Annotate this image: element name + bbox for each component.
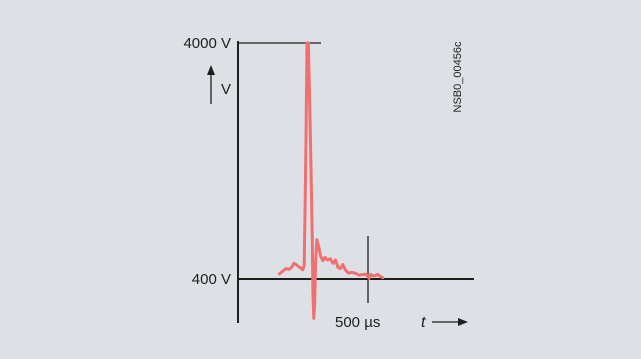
x-direction-arrow-head — [458, 318, 468, 326]
y-axis-unit-label: V — [221, 81, 231, 98]
time-marker-label: 500 µs — [335, 314, 380, 331]
y-tick-label: 4000 V — [183, 35, 231, 52]
y-tick-label: 400 V — [192, 271, 231, 288]
voltage-series-line — [278, 41, 385, 320]
figure-code-label: NSB0_00456c — [452, 41, 464, 112]
series-layer — [278, 41, 385, 320]
y-direction-arrow-head — [207, 65, 215, 75]
axes — [207, 41, 474, 326]
x-axis-unit-label: t — [421, 314, 426, 331]
labels: NSB0_00456c V t 500 µs 4000 V 400 V — [183, 35, 464, 331]
